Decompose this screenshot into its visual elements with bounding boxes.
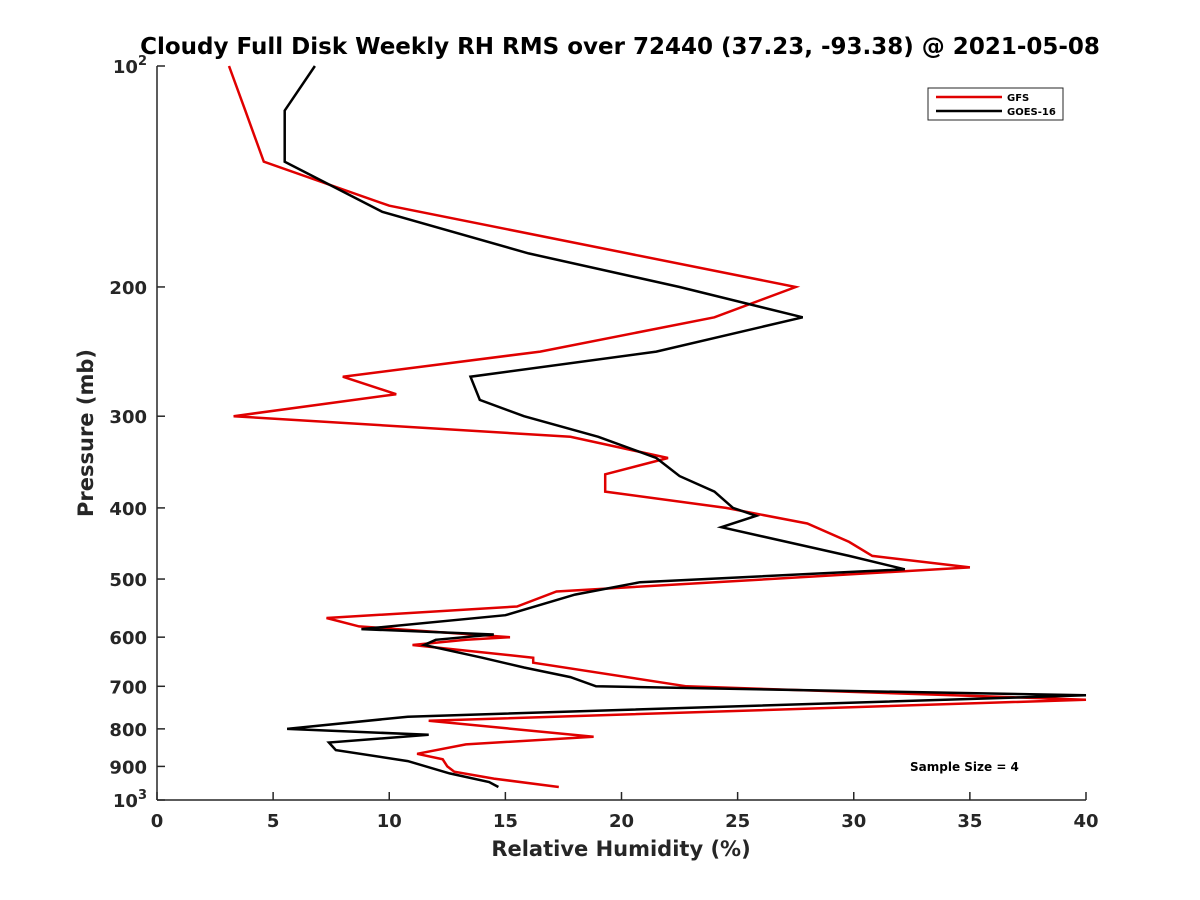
x-tick-label: 35 [957,811,982,832]
x-tick-label: 25 [725,811,750,832]
y-tick-label: 700 [109,677,147,698]
y-axis-label: Pressure (mb) [74,349,98,517]
x-tick-label: 15 [493,811,518,832]
sample-size-annotation: Sample Size = 4 [910,760,1019,774]
y-tick-label: 103 [113,788,147,812]
x-tick-label: 40 [1073,811,1098,832]
y-tick-label: 800 [109,720,147,741]
y-tick-label: 300 [109,407,147,428]
y-tick-label: 102 [113,54,147,78]
x-axis-label: Relative Humidity (%) [491,837,750,861]
series-layer [227,65,1087,789]
x-axis-ticks: 0 5 10 15 20 25 30 35 40 [151,792,1099,832]
legend: GFS GOES-16 [927,87,1064,121]
x-tick-label: 10 [377,811,402,832]
legend-label-gfs: GFS [1007,93,1029,104]
series-line-gfs [227,65,1087,789]
x-tick-label: 30 [841,811,866,832]
legend-label-goes16: GOES-16 [1007,107,1056,118]
legend-box [927,87,1064,121]
x-tick-label: 20 [609,811,634,832]
x-tick-label: 0 [151,811,164,832]
series-line-goes16 [283,65,1087,789]
plot-frame [156,66,1086,801]
y-tick-label: 900 [109,757,147,778]
y-tick-label: 400 [109,499,147,520]
y-axis-ticks: 102 200 300 400 500 600 700 800 900 103 [109,54,165,812]
chart-title: Cloudy Full Disk Weekly RH RMS over 7244… [140,34,1100,60]
y-tick-label: 500 [109,570,147,591]
y-tick-label: 600 [109,628,147,649]
y-tick-label: 200 [109,278,147,299]
x-tick-label: 5 [267,811,280,832]
